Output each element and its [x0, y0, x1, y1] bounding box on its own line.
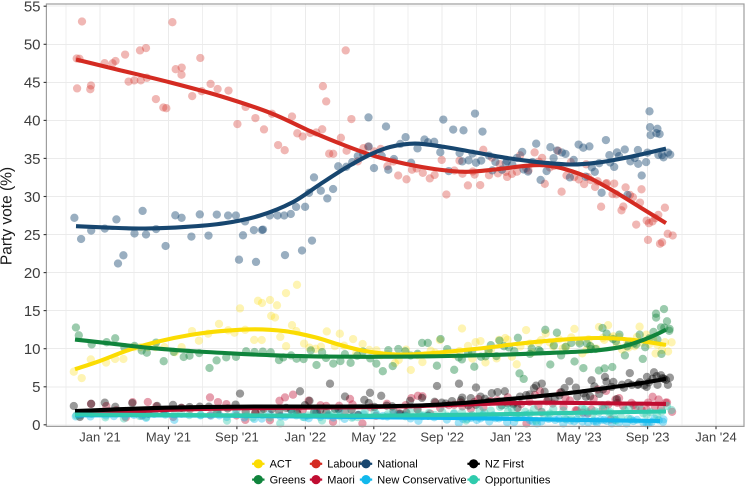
svg-text:May '21: May '21 [146, 430, 191, 445]
svg-text:NZ First: NZ First [485, 459, 524, 471]
svg-text:40: 40 [24, 113, 41, 130]
svg-text:Jan '24: Jan '24 [695, 430, 737, 445]
svg-text:Jan '22: Jan '22 [285, 430, 327, 445]
svg-text:Sep '22: Sep '22 [420, 430, 464, 445]
svg-text:Jan '21: Jan '21 [79, 430, 121, 445]
svg-text:25: 25 [24, 227, 41, 244]
svg-text:Sep '21: Sep '21 [215, 430, 259, 445]
svg-text:Maori: Maori [327, 475, 355, 487]
svg-text:Labour: Labour [327, 459, 362, 471]
svg-text:Opportunities: Opportunities [485, 475, 551, 487]
svg-text:Party vote (%): Party vote (%) [0, 167, 16, 265]
svg-text:55: 55 [24, 0, 41, 16]
svg-text:Sep '23: Sep '23 [626, 430, 670, 445]
svg-text:50: 50 [24, 37, 41, 54]
svg-text:ACT: ACT [270, 459, 292, 471]
svg-text:New Conservative: New Conservative [377, 475, 466, 487]
svg-text:35: 35 [24, 151, 41, 168]
svg-text:May '23: May '23 [557, 430, 602, 445]
svg-text:0: 0 [32, 417, 40, 434]
svg-text:15: 15 [24, 303, 41, 320]
svg-text:National: National [377, 459, 417, 471]
svg-text:May '22: May '22 [351, 430, 396, 445]
svg-text:45: 45 [24, 75, 41, 92]
svg-text:20: 20 [24, 265, 41, 282]
svg-text:30: 30 [24, 189, 41, 206]
svg-text:Jan '23: Jan '23 [490, 430, 532, 445]
svg-text:5: 5 [32, 379, 40, 396]
svg-text:10: 10 [24, 341, 41, 358]
svg-text:Greens: Greens [270, 475, 307, 487]
